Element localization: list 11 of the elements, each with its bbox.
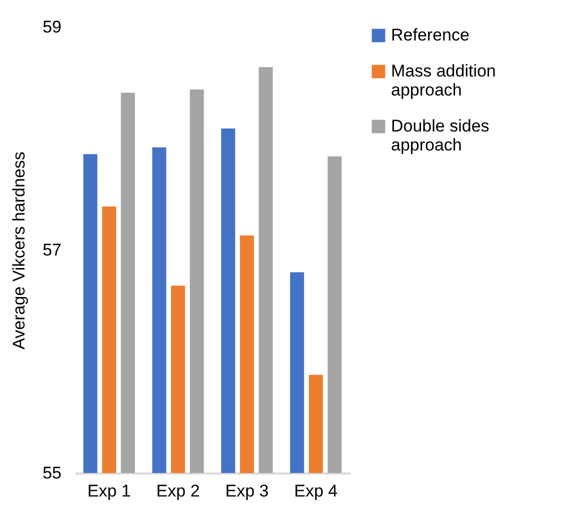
legend-label: Mass addition approach <box>391 62 496 100</box>
x-tick-label: Exp 1 <box>87 482 131 500</box>
x-tick-label: Exp 4 <box>294 482 338 500</box>
legend-label: Reference <box>391 26 470 44</box>
y-tick-label: 55 <box>42 464 62 482</box>
y-axis-title: Average Vikcers hardness <box>10 152 29 350</box>
y-tick-label: 57 <box>42 240 62 260</box>
y-tick-label: 59 <box>42 18 62 36</box>
legend-label: Double sides approach <box>391 116 490 154</box>
x-tick-label: Exp 3 <box>225 482 269 500</box>
x-tick-label: Exp 2 <box>156 482 200 500</box>
